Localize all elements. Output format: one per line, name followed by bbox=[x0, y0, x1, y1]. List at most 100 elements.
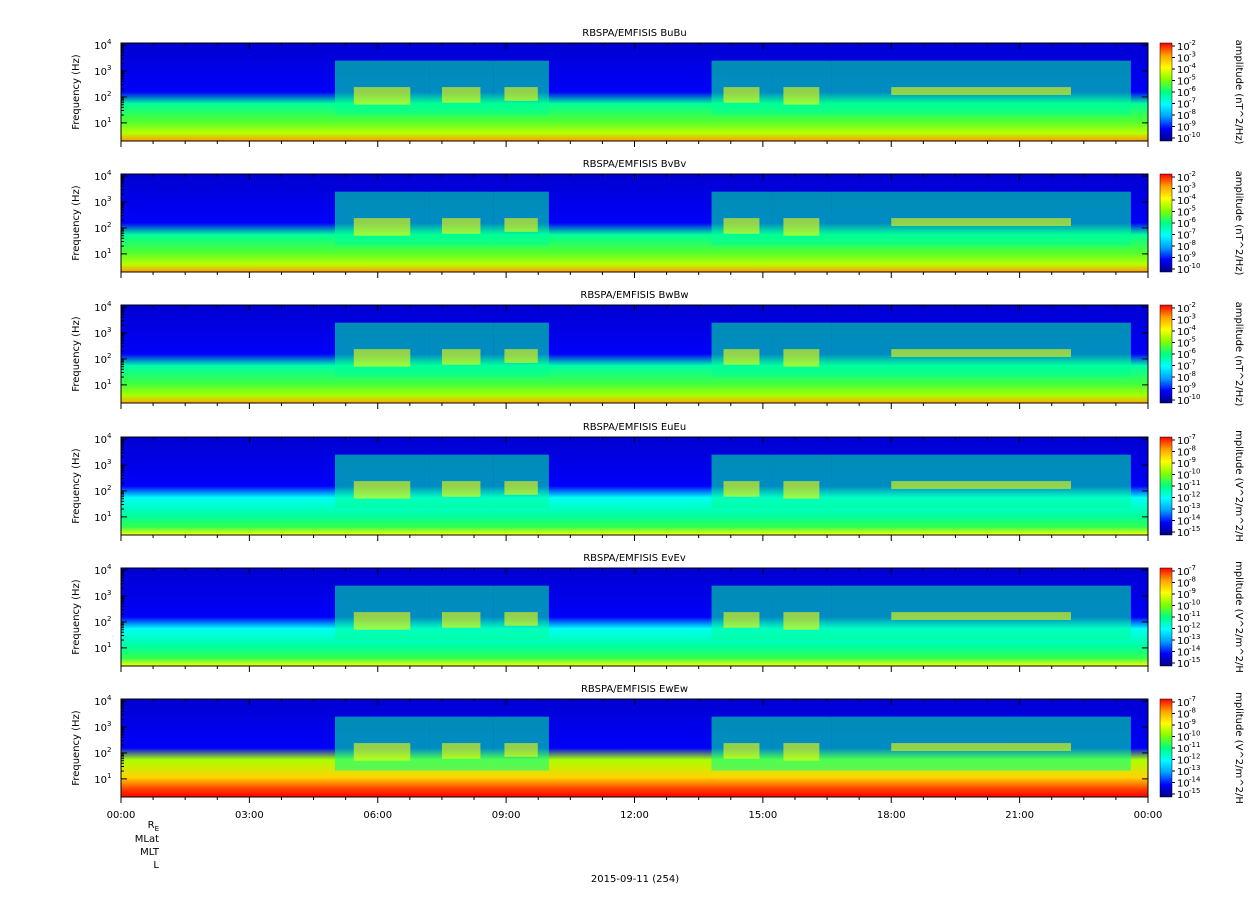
emission-core bbox=[353, 218, 411, 236]
emission-core bbox=[783, 612, 820, 630]
colorbar-tick-exponent: -15 bbox=[1189, 656, 1200, 664]
colorbar-tick-exponent: -10 bbox=[1189, 599, 1200, 607]
x-tick-label: 00:00 bbox=[1134, 810, 1163, 821]
colorbar-tick-label: 10 bbox=[1177, 517, 1190, 528]
colorbar-tick-exponent: -9 bbox=[1189, 456, 1196, 464]
colorbar-tick-label: 10 bbox=[1177, 482, 1190, 493]
y-tick-exponent: 4 bbox=[107, 563, 112, 571]
y-tick-label: 10 bbox=[94, 487, 107, 498]
y-tick-label: 10 bbox=[94, 172, 107, 183]
y-tick-label: 10 bbox=[94, 775, 107, 786]
x-tick-label: 15:00 bbox=[748, 810, 777, 821]
emission-core bbox=[723, 349, 760, 365]
emission-core bbox=[723, 218, 760, 234]
y-tick-label: 10 bbox=[94, 461, 107, 472]
emission-core bbox=[891, 349, 1071, 357]
colorbar-tick-label: 10 bbox=[1177, 710, 1190, 721]
colorbar-tick-exponent: -9 bbox=[1189, 382, 1196, 390]
orbit-label-mlt: MLT bbox=[140, 847, 159, 858]
colorbar-label: mplitude (V^2/m^2/H bbox=[1233, 692, 1244, 804]
colorbar-tick-exponent: -10 bbox=[1189, 730, 1200, 738]
y-tick-label: 10 bbox=[94, 250, 107, 261]
y-tick-label: 10 bbox=[94, 303, 107, 314]
colorbar-tick-exponent: -11 bbox=[1189, 610, 1200, 618]
colorbar-tick-exponent: -13 bbox=[1189, 633, 1200, 641]
colorbar-tick-label: 10 bbox=[1177, 185, 1190, 196]
colorbar-tick-exponent: -2 bbox=[1189, 170, 1196, 178]
colorbar-tick-exponent: -7 bbox=[1189, 359, 1196, 367]
colorbar-tick-label: 10 bbox=[1177, 327, 1190, 338]
colorbar-tick-label: 10 bbox=[1177, 316, 1190, 327]
y-tick-label: 10 bbox=[94, 67, 107, 78]
colorbar-label: mplitude (V^2/m^2/H bbox=[1233, 561, 1244, 673]
panel-title: RBSPA/EMFISIS BvBv bbox=[583, 159, 687, 170]
y-tick-label: 10 bbox=[94, 749, 107, 760]
y-axis-label: Frequency (Hz) bbox=[71, 185, 82, 261]
y-axis-label: Frequency (Hz) bbox=[71, 316, 82, 392]
colorbar-tick-label: 10 bbox=[1177, 373, 1190, 384]
colorbar-tick-label: 10 bbox=[1177, 77, 1190, 88]
colorbar-tick-label: 10 bbox=[1177, 744, 1190, 755]
y-tick-exponent: 3 bbox=[107, 326, 111, 334]
colorbar-tick-exponent: -12 bbox=[1189, 622, 1200, 630]
colorbar-label: amplitude (nT^2/Hz) bbox=[1233, 40, 1244, 145]
colorbar-tick-label: 10 bbox=[1177, 636, 1190, 647]
panel-title: RBSPA/EMFISIS BuBu bbox=[582, 28, 686, 39]
colorbar-tick-exponent: -9 bbox=[1189, 587, 1196, 595]
colorbar-tick-exponent: -15 bbox=[1189, 787, 1200, 795]
y-tick-exponent: 1 bbox=[107, 116, 111, 124]
colorbar-tick-label: 10 bbox=[1177, 242, 1190, 253]
colorbar-tick-label: 10 bbox=[1177, 111, 1190, 122]
panel-title: RBSPA/EMFISIS EvEv bbox=[583, 553, 686, 564]
emission-core bbox=[441, 87, 481, 103]
colorbar-tick-label: 10 bbox=[1177, 173, 1190, 184]
colorbar-tick-label: 10 bbox=[1177, 613, 1190, 624]
colorbar-tick-exponent: -7 bbox=[1189, 695, 1196, 703]
y-axis-label: Frequency (Hz) bbox=[71, 448, 82, 524]
emission-core bbox=[441, 349, 481, 365]
colorbar-tick-label: 10 bbox=[1177, 698, 1190, 709]
colorbar-tick-label: 10 bbox=[1177, 350, 1190, 361]
colorbar-tick-label: 10 bbox=[1177, 590, 1190, 601]
colorbar-tick-exponent: -11 bbox=[1189, 741, 1200, 749]
time-axis: 00:00 03:00 06:00 09:00 12:00 15:00 18:00 21:00… bbox=[107, 810, 1163, 821]
emission-core bbox=[783, 218, 820, 236]
y-tick-exponent: 3 bbox=[107, 195, 111, 203]
y-tick-label: 10 bbox=[94, 198, 107, 209]
y-axis-label: Frequency (Hz) bbox=[71, 710, 82, 786]
colorbar-tick-exponent: -5 bbox=[1189, 74, 1196, 82]
y-tick-exponent: 4 bbox=[107, 694, 112, 702]
emission-core bbox=[891, 218, 1071, 226]
colorbar-tick-label: 10 bbox=[1177, 625, 1190, 636]
panel-title: RBSPA/EMFISIS EuEu bbox=[583, 422, 686, 433]
y-tick-exponent: 3 bbox=[107, 589, 111, 597]
x-tick-label: 18:00 bbox=[877, 810, 906, 821]
colorbar-tick-exponent: -8 bbox=[1189, 239, 1196, 247]
colorbar-tick-label: 10 bbox=[1177, 448, 1190, 459]
colorbar-tick-label: 10 bbox=[1177, 528, 1190, 539]
emission-core bbox=[504, 87, 538, 101]
colorbar-tick-exponent: -9 bbox=[1189, 251, 1196, 259]
colorbar-tick-label: 10 bbox=[1177, 756, 1190, 767]
y-tick-exponent: 4 bbox=[107, 300, 112, 308]
y-tick-exponent: 1 bbox=[107, 510, 111, 518]
colorbar-tick-label: 10 bbox=[1177, 54, 1190, 65]
colorbar-tick-label: 10 bbox=[1177, 42, 1190, 53]
colorbar-tick-exponent: -7 bbox=[1189, 433, 1196, 441]
emission-core bbox=[783, 481, 820, 499]
colorbar-tick-label: 10 bbox=[1177, 219, 1190, 230]
colorbar bbox=[1159, 304, 1173, 404]
colorbar bbox=[1159, 173, 1173, 273]
colorbar-tick-exponent: -7 bbox=[1189, 228, 1196, 236]
colorbar-tick-label: 10 bbox=[1177, 196, 1190, 207]
y-tick-exponent: 4 bbox=[107, 38, 112, 46]
colorbar-tick-label: 10 bbox=[1177, 494, 1190, 505]
y-tick-exponent: 1 bbox=[107, 641, 111, 649]
colorbar-tick-label: 10 bbox=[1177, 779, 1190, 790]
y-tick-exponent: 3 bbox=[107, 64, 111, 72]
colorbar bbox=[1159, 567, 1173, 667]
y-tick-label: 10 bbox=[94, 329, 107, 340]
